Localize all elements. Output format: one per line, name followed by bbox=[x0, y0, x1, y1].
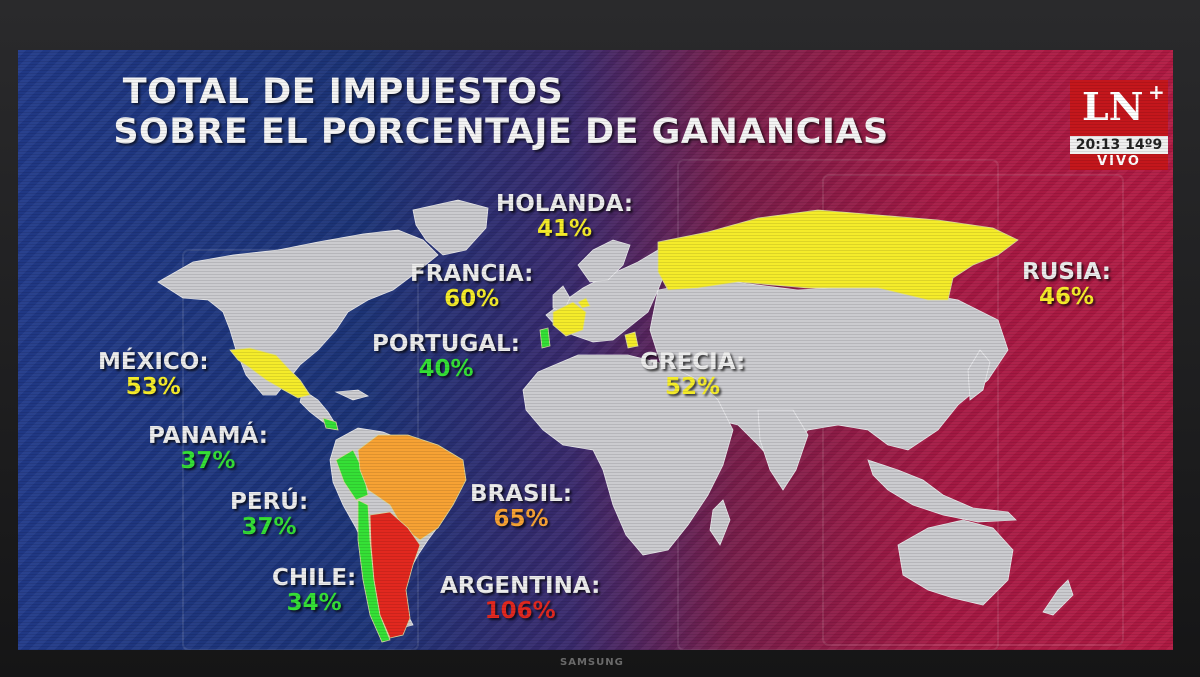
country-pct: 52% bbox=[665, 374, 721, 400]
mexico-highlight bbox=[229, 347, 311, 399]
tv-brand: SAMSUNG bbox=[560, 657, 624, 668]
greece-highlight bbox=[624, 331, 639, 349]
russia-highlight bbox=[657, 209, 1019, 301]
label-francia: FRANCIA: 60% bbox=[410, 262, 533, 312]
portugal-highlight bbox=[539, 327, 551, 349]
caribbean-shape bbox=[334, 389, 370, 401]
japan-shape bbox=[967, 349, 991, 401]
title-line-2: SOBRE EL PORCENTAJE DE GANANCIAS bbox=[113, 112, 889, 152]
country-name: PERÚ: bbox=[230, 489, 309, 515]
country-pct: 53% bbox=[125, 374, 181, 400]
country-pct: 41% bbox=[536, 216, 593, 242]
label-brasil: BRASIL: 65% bbox=[470, 482, 572, 532]
label-chile: CHILE: 34% bbox=[272, 566, 356, 616]
label-mexico: MÉXICO: 53% bbox=[98, 350, 209, 400]
country-pct: 65% bbox=[493, 506, 549, 532]
india-shape bbox=[757, 409, 809, 491]
logo-plus: + bbox=[1148, 80, 1165, 104]
country-pct: 60% bbox=[444, 286, 500, 312]
logo-text: LN bbox=[1082, 84, 1144, 129]
country-name: FRANCIA: bbox=[410, 261, 534, 287]
peru-highlight bbox=[335, 449, 369, 501]
country-pct: 40% bbox=[418, 356, 474, 382]
country-name: BRASIL: bbox=[470, 481, 573, 507]
country-pct: 106% bbox=[484, 598, 556, 624]
new-zealand-shape bbox=[1042, 579, 1074, 616]
scandinavia-shape bbox=[577, 239, 631, 283]
label-peru: PERÚ: 37% bbox=[230, 490, 308, 540]
label-grecia: GRECIA: 52% bbox=[640, 350, 745, 400]
country-name: MÉXICO: bbox=[98, 349, 209, 375]
label-rusia: RUSIA: 46% bbox=[1022, 260, 1111, 310]
france-highlight bbox=[552, 301, 587, 337]
label-holanda: HOLANDA: 41% bbox=[496, 192, 633, 242]
africa-shape bbox=[522, 354, 734, 556]
logo-box: LN + bbox=[1070, 80, 1168, 136]
title-line-1: TOTAL DE IMPUESTOS bbox=[122, 72, 564, 112]
panama-highlight bbox=[322, 417, 339, 431]
country-name: ARGENTINA: bbox=[440, 573, 601, 599]
country-name: GRECIA: bbox=[640, 349, 746, 375]
world-map bbox=[157, 159, 1124, 650]
live-badge: VIVO bbox=[1070, 154, 1168, 170]
se-asia-shape bbox=[867, 459, 1017, 523]
country-name: CHILE: bbox=[272, 565, 357, 591]
brasil-highlight bbox=[357, 434, 467, 541]
label-portugal: PORTUGAL: 40% bbox=[372, 332, 520, 382]
country-name: RUSIA: bbox=[1022, 259, 1111, 285]
label-argentina: ARGENTINA: 106% bbox=[440, 574, 600, 624]
argentina-highlight bbox=[369, 511, 421, 639]
country-pct: 37% bbox=[180, 448, 236, 474]
channel-logo: LN + 20:13 14º9 VIVO bbox=[1070, 80, 1168, 170]
tv-screen: TOTAL DE IMPUESTOS SOBRE EL PORCENTAJE D… bbox=[18, 50, 1173, 650]
country-pct: 37% bbox=[241, 514, 297, 540]
greenland-shape bbox=[412, 199, 489, 256]
country-name: PANAMÁ: bbox=[148, 423, 268, 449]
chile-highlight bbox=[357, 499, 391, 643]
label-panama: PANAMÁ: 37% bbox=[148, 424, 268, 474]
north-america-shape bbox=[157, 229, 439, 396]
country-name: PORTUGAL: bbox=[372, 331, 520, 357]
netherlands-highlight bbox=[577, 297, 591, 309]
country-name: HOLANDA: bbox=[496, 191, 634, 217]
country-pct: 34% bbox=[286, 590, 342, 616]
country-pct: 46% bbox=[1038, 284, 1094, 310]
madagascar-shape bbox=[709, 499, 731, 546]
clock-temperature: 20:13 14º9 bbox=[1070, 136, 1168, 154]
australia-shape bbox=[897, 519, 1014, 606]
